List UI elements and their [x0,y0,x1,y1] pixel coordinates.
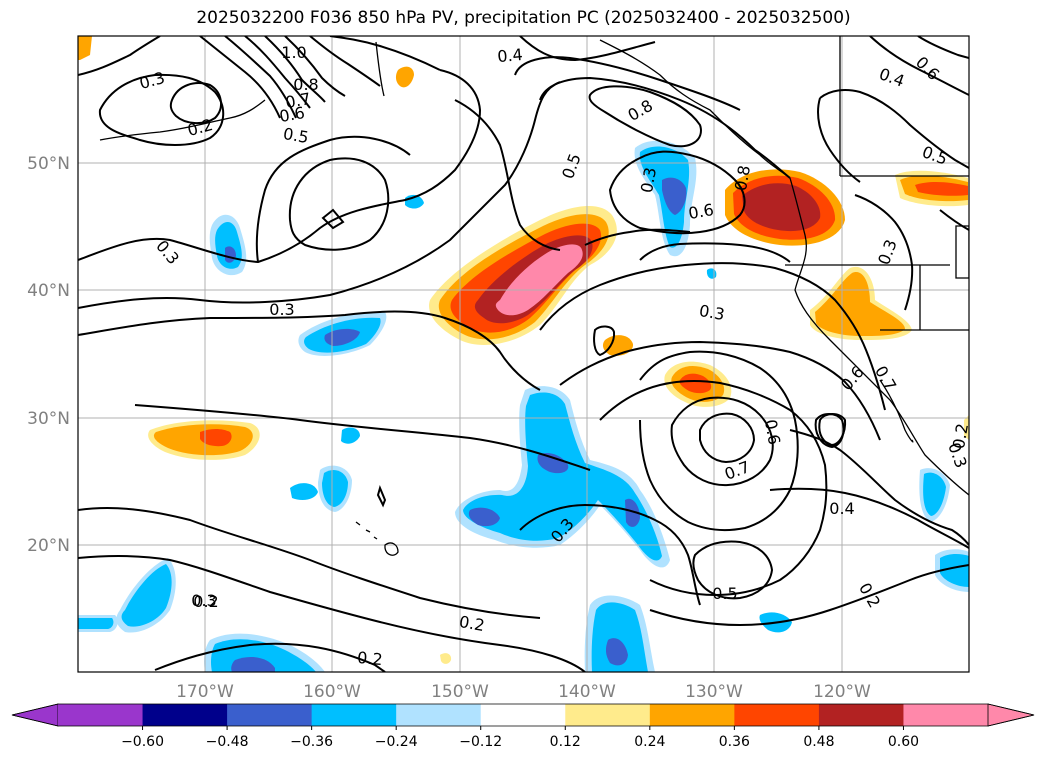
lon-label-150w: 150°W [431,682,489,702]
contour-label: 0.5 [712,584,737,603]
graticule [78,36,969,672]
contour-label-group: 0.3 [698,301,726,324]
contour-label-group: 1.0 [281,43,306,62]
lat-label-50n: 50°N [27,154,70,174]
contour-label: 0.3 [698,301,726,324]
lon-label-160w: 160°W [303,682,361,702]
contour-label-group: 0.2 [949,422,972,450]
contour-label-group: 0.6 [687,200,715,223]
colorbar-swatch [227,704,313,726]
contour-label: 0.4 [497,45,524,66]
colorbar-swatch [565,704,651,726]
colorbar-swatch [58,704,144,726]
contour-label-group: 0.5 [282,124,310,147]
colorbar-tick-label: 0.12 [550,734,581,750]
contour-label-group: 0.8 [731,164,754,192]
colorbar-tick-label: 0.60 [888,734,919,750]
colorbar: −0.60 −0.48 −0.36 −0.24 −0.12 0.12 0.24 0.36 0.4… [11,703,1035,750]
lon-label-130w: 130°W [685,682,743,702]
colorbar-swatch [649,704,735,726]
contour-label: 0.4 [829,499,854,518]
map-title: 2025032200 F036 850 hPa PV, precipitatio… [196,8,851,28]
contour-label-group: 0.2 [458,612,486,635]
colorbar-swatch [396,704,482,726]
contour-label: 0.3 [637,166,660,194]
contour-label-group: 0.6 [761,418,784,446]
contour-label: 0.5 [282,124,310,147]
contour-label-group: 0.2 [356,648,383,669]
colorbar-tick-label: −0.36 [290,734,333,750]
lon-label-140w: 140°W [558,682,616,702]
map-plot-area: 1.00.80.70.60.50.30.20.40.50.60.80.40.50… [78,36,972,672]
lon-label-170w: 170°W [176,682,234,702]
precip-negative-shading [78,140,969,672]
colorbar-swatch [311,704,397,726]
contour-label-group: 0.2 [193,592,218,611]
contour-label-group: 0.6 [278,103,306,126]
lat-label-40n: 40°N [27,281,70,301]
contour-label: 0.2 [193,592,218,611]
contour-label: 0.2 [949,422,972,450]
map-frame [77,35,970,673]
latitude-labels: 50°N 40°N 30°N 20°N [27,154,70,556]
contour-label-group: 0.4 [829,499,854,518]
contour-label: 0.2 [356,648,383,669]
contour-label: 0.8 [731,164,754,192]
colorbar-tick-label: 0.24 [634,734,665,750]
lat-label-20n: 20°N [27,536,70,556]
contour-label: 0.6 [761,418,784,446]
colorbar-under-extension [11,703,59,727]
colorbar-tick-label: 0.36 [719,734,750,750]
contour-label: 0.7 [284,89,312,112]
contour-label: 0.8 [293,75,318,94]
contour-label-group: 0.4 [497,45,524,66]
contour-label-group: 0.3 [191,591,216,610]
colorbar-swatch [818,704,904,726]
contour-label-group: 0.7 [284,89,312,112]
contour-label: 0.2 [458,612,486,635]
contour-label: 1.0 [281,43,306,62]
pv-contours [78,36,969,672]
contour-label-group: 0.8 [293,75,318,94]
colorbar-swatch [142,704,228,726]
coastlines [99,36,969,556]
colorbar-swatch [480,704,566,726]
contour-label: 0.6 [687,200,715,223]
colorbar-over-extension [987,703,1035,727]
contour-label: 0.3 [191,591,216,610]
colorbar-tick-label: −0.24 [375,734,418,750]
contour-label-group: 0.3 [637,166,660,194]
colorbar-tick-label: −0.60 [121,734,164,750]
contour-label-group: 0.5 [712,584,737,603]
colorbar-tick-label: −0.48 [206,734,249,750]
longitude-labels: 170°W 160°W 150°W 140°W 130°W 120°W [176,682,871,702]
colorbar-frame [11,703,1035,727]
colorbar-swatch [903,704,989,726]
colorbar-tick-label: 0.48 [803,734,834,750]
contour-label-group: 0.3 [269,300,294,319]
precip-positive-shading [78,36,969,664]
colorbar-swatch [734,704,820,726]
colorbar-tick-label: −0.12 [459,734,502,750]
contour-label: 0.6 [278,103,306,126]
lat-label-30n: 30°N [27,409,70,429]
lon-label-120w: 120°W [813,682,871,702]
contour-label: 0.3 [269,300,294,319]
